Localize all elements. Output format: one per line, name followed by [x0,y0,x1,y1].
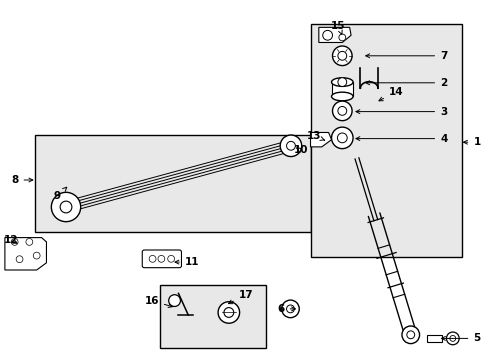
Circle shape [158,255,164,262]
Text: 3: 3 [355,107,447,117]
Circle shape [337,51,346,60]
Text: 12: 12 [4,235,19,246]
Circle shape [449,336,455,341]
Text: 10: 10 [293,145,307,156]
Circle shape [33,252,40,259]
Circle shape [337,133,346,143]
Circle shape [337,78,346,86]
Text: 15: 15 [330,21,345,34]
Circle shape [11,238,18,246]
Circle shape [26,238,33,246]
Text: 14: 14 [378,87,403,101]
Circle shape [51,192,81,222]
Ellipse shape [331,92,352,101]
Polygon shape [310,132,331,147]
Bar [160,285,265,348]
Circle shape [286,305,294,313]
Circle shape [446,332,458,345]
Text: 1: 1 [463,137,480,147]
Circle shape [401,326,419,343]
Bar [310,24,461,257]
Circle shape [167,255,174,262]
Text: 9: 9 [54,187,66,201]
Bar [35,135,311,232]
Circle shape [280,135,301,157]
Circle shape [332,101,351,121]
Circle shape [338,34,345,41]
Circle shape [224,307,233,318]
Ellipse shape [331,78,352,86]
Circle shape [331,127,352,149]
Circle shape [332,46,351,66]
Circle shape [60,201,72,213]
Circle shape [149,255,156,262]
Text: 17: 17 [228,290,253,304]
Circle shape [168,295,180,306]
Circle shape [322,30,332,40]
Text: 11: 11 [175,257,199,267]
Circle shape [337,107,346,115]
Circle shape [286,141,295,150]
Text: 13: 13 [306,131,324,141]
Text: 7: 7 [365,51,447,61]
Circle shape [16,256,23,263]
Circle shape [281,300,299,318]
Text: 4: 4 [355,134,447,144]
FancyBboxPatch shape [142,250,181,268]
Text: 5: 5 [441,333,480,343]
Text: 2: 2 [365,78,447,88]
Bar [426,335,441,342]
Text: 8: 8 [11,175,33,185]
Circle shape [406,331,414,339]
Text: 16: 16 [144,296,172,307]
Bar [331,82,352,96]
Text: 6: 6 [277,304,295,314]
Polygon shape [5,238,46,270]
Polygon shape [318,27,350,42]
Circle shape [218,302,239,323]
